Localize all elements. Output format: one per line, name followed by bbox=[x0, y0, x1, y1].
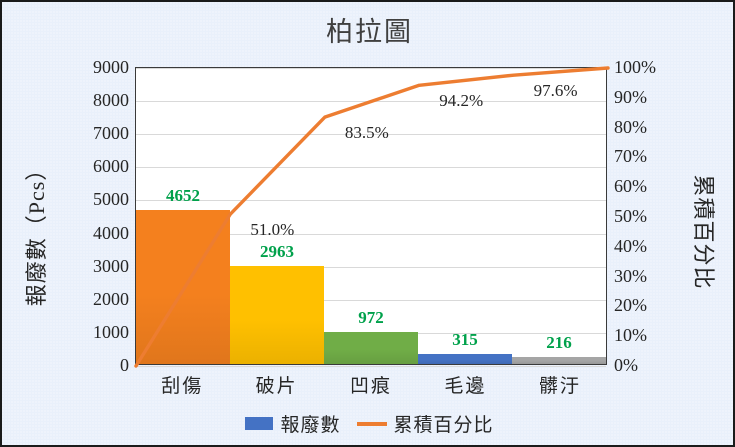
cumulative-percent-labels: 51.0% 83.5% 94.2% 97.6% bbox=[136, 68, 606, 364]
y-axis-title-right: 累積百分比 bbox=[691, 174, 716, 290]
y-tick-label-right: 100% bbox=[614, 57, 656, 77]
y-tick-label-left: 3000 bbox=[93, 255, 129, 276]
bar-value-label: 216 bbox=[546, 332, 572, 352]
cumulative-percent-label: 97.6% bbox=[533, 81, 578, 101]
cumulative-line[interactable] bbox=[134, 66, 610, 368]
y-tick-label-left: 0 bbox=[120, 355, 129, 375]
y-tick-label-left: 7000 bbox=[93, 123, 129, 144]
gridline bbox=[136, 233, 606, 235]
bar[interactable]: 972 bbox=[324, 308, 418, 364]
y-tick-label-left: 2000 bbox=[93, 288, 129, 309]
x-axis-category-label: 毛邊 bbox=[444, 376, 487, 397]
bar[interactable]: 2963 bbox=[230, 242, 324, 364]
chart-title: 柏拉圖 bbox=[326, 17, 413, 47]
y-tick-label-left: 8000 bbox=[93, 90, 129, 111]
y-axis-ticks-right: 100% 90% 80% 70% 60% 50% 40% 30% 20% 10% 0% bbox=[614, 58, 684, 374]
y-axis-title-left: 報廢數（Pcs） bbox=[24, 157, 49, 307]
legend-label: 報廢數 bbox=[280, 415, 341, 436]
bar-slot: 315 bbox=[418, 68, 512, 364]
y-tick-label-right: 90% bbox=[614, 86, 647, 107]
y-tick-label-left: 4000 bbox=[93, 222, 129, 243]
legend-line-icon bbox=[356, 421, 387, 426]
x-axis-categories: 刮傷 破片 凹痕 毛邊 髒汙 bbox=[135, 371, 607, 401]
plot-area: 4652 2963 972 315 216 51.0% 83.5% 94.2% 97.6% bbox=[134, 66, 610, 368]
y-tick-label-right: 80% bbox=[614, 116, 647, 137]
gridline bbox=[136, 200, 606, 202]
legend-square-icon bbox=[245, 417, 274, 430]
x-axis-category-label: 凹痕 bbox=[350, 376, 393, 397]
gridline bbox=[136, 366, 606, 367]
bar-value-label: 315 bbox=[452, 329, 478, 349]
legend-label: 累積百分比 bbox=[393, 415, 494, 436]
y-tick-label-left: 9000 bbox=[93, 57, 129, 77]
y-tick-label-left: 1000 bbox=[93, 321, 129, 342]
x-axis-category-label: 髒汙 bbox=[538, 376, 581, 397]
y-tick-label-right: 40% bbox=[614, 235, 647, 256]
bar-slot: 216 bbox=[512, 68, 606, 364]
cumulative-percent-label: 83.5% bbox=[344, 123, 389, 143]
y-tick-label-right: 0% bbox=[614, 355, 638, 375]
bar-value-label: 972 bbox=[358, 307, 384, 327]
x-axis-category-label: 破片 bbox=[255, 376, 298, 397]
y-tick-label-left: 5000 bbox=[93, 189, 129, 210]
bar-value-label: 4652 bbox=[166, 185, 200, 205]
y-tick-label-right: 70% bbox=[614, 146, 647, 167]
cumulative-percent-label: 94.2% bbox=[439, 91, 484, 111]
legend-entry[interactable]: 報廢數 bbox=[245, 410, 340, 437]
cumulative-percent-label: 51.0% bbox=[250, 220, 295, 240]
gridline bbox=[136, 134, 606, 136]
gridline bbox=[136, 167, 606, 169]
bar-slot: 972 bbox=[324, 68, 418, 364]
y-tick-label-left: 6000 bbox=[93, 156, 129, 177]
cumulative-line-series bbox=[134, 66, 610, 368]
y-tick-label-right: 10% bbox=[614, 325, 647, 346]
y-tick-label-right: 50% bbox=[614, 206, 647, 226]
y-tick-label-right: 60% bbox=[614, 176, 647, 197]
bar-series: 4652 2963 972 315 216 bbox=[136, 68, 606, 364]
bar-value-label: 2963 bbox=[260, 241, 294, 261]
legend-entry[interactable]: 累積百分比 bbox=[356, 410, 494, 437]
y-tick-label-right: 30% bbox=[614, 265, 647, 286]
gridline bbox=[136, 68, 606, 69]
gridline bbox=[136, 266, 606, 268]
gridline bbox=[136, 299, 606, 301]
y-axis-ticks-left: 9000 8000 7000 6000 5000 4000 3000 2000 1000 0 bbox=[57, 58, 129, 374]
x-axis-category-label: 刮傷 bbox=[161, 376, 204, 397]
bar[interactable]: 216 bbox=[512, 333, 606, 364]
bar-slot: 2963 bbox=[230, 68, 324, 364]
chart-legend: 報廢數 累積百分比 bbox=[2, 410, 733, 437]
y-tick-label-right: 20% bbox=[614, 295, 647, 316]
bar[interactable]: 315 bbox=[418, 330, 512, 364]
